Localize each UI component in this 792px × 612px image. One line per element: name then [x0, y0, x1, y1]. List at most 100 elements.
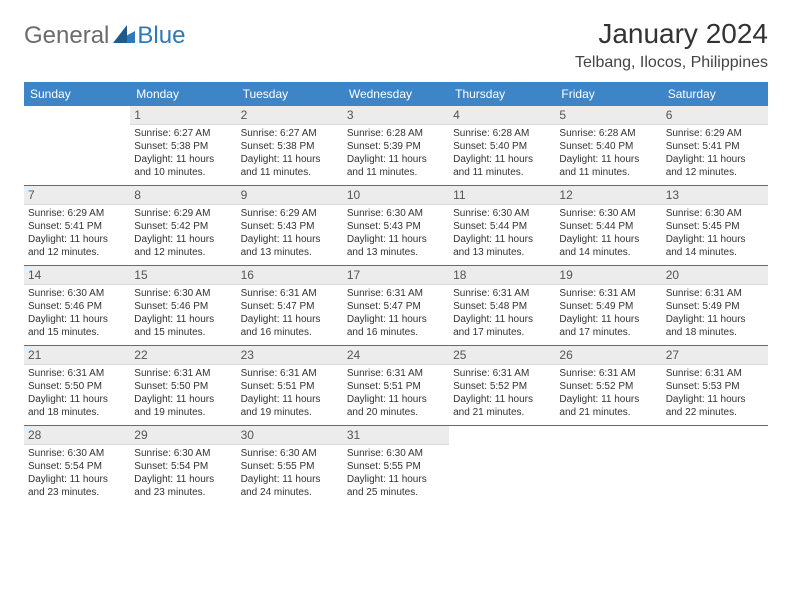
daylight-text: Daylight: 11 hours and 23 minutes. — [134, 473, 232, 499]
calendar-cell: 28Sunrise: 6:30 AMSunset: 5:54 PMDayligh… — [24, 426, 130, 506]
day-number: 22 — [130, 346, 236, 365]
calendar-cell: 23Sunrise: 6:31 AMSunset: 5:51 PMDayligh… — [237, 346, 343, 426]
title-block: January 2024 Telbang, Ilocos, Philippine… — [575, 18, 768, 72]
sunrise-text: Sunrise: 6:31 AM — [453, 367, 551, 380]
calendar-cell: 9Sunrise: 6:29 AMSunset: 5:43 PMDaylight… — [237, 186, 343, 266]
sunset-text: Sunset: 5:51 PM — [241, 380, 339, 393]
sunset-text: Sunset: 5:42 PM — [134, 220, 232, 233]
day-number: 14 — [24, 266, 130, 285]
calendar-cell: 8Sunrise: 6:29 AMSunset: 5:42 PMDaylight… — [130, 186, 236, 266]
sunset-text: Sunset: 5:53 PM — [666, 380, 764, 393]
sunset-text: Sunset: 5:44 PM — [453, 220, 551, 233]
day-number: 18 — [449, 266, 555, 285]
sunrise-text: Sunrise: 6:31 AM — [241, 287, 339, 300]
daylight-text: Daylight: 11 hours and 13 minutes. — [241, 233, 339, 259]
daylight-text: Daylight: 11 hours and 11 minutes. — [241, 153, 339, 179]
day-number: 29 — [130, 426, 236, 445]
day-header: Friday — [555, 82, 661, 106]
sunset-text: Sunset: 5:47 PM — [347, 300, 445, 313]
sunrise-text: Sunrise: 6:30 AM — [453, 207, 551, 220]
sunset-text: Sunset: 5:51 PM — [347, 380, 445, 393]
sunrise-text: Sunrise: 6:29 AM — [134, 207, 232, 220]
daylight-text: Daylight: 11 hours and 25 minutes. — [347, 473, 445, 499]
calendar-cell: 24Sunrise: 6:31 AMSunset: 5:51 PMDayligh… — [343, 346, 449, 426]
sunset-text: Sunset: 5:39 PM — [347, 140, 445, 153]
header: General Blue January 2024 Telbang, Iloco… — [24, 18, 768, 72]
sunset-text: Sunset: 5:40 PM — [559, 140, 657, 153]
daylight-text: Daylight: 11 hours and 12 minutes. — [134, 233, 232, 259]
calendar-cell: 5Sunrise: 6:28 AMSunset: 5:40 PMDaylight… — [555, 106, 661, 186]
day-number: 26 — [555, 346, 661, 365]
day-header: Tuesday — [237, 82, 343, 106]
sunset-text: Sunset: 5:50 PM — [28, 380, 126, 393]
sunset-text: Sunset: 5:46 PM — [28, 300, 126, 313]
calendar-table: Sunday Monday Tuesday Wednesday Thursday… — [24, 82, 768, 505]
daylight-text: Daylight: 11 hours and 15 minutes. — [28, 313, 126, 339]
calendar-cell: 26Sunrise: 6:31 AMSunset: 5:52 PMDayligh… — [555, 346, 661, 426]
sunrise-text: Sunrise: 6:31 AM — [559, 367, 657, 380]
sunrise-text: Sunrise: 6:30 AM — [347, 207, 445, 220]
location: Telbang, Ilocos, Philippines — [575, 54, 768, 72]
calendar-cell: . — [662, 426, 768, 506]
day-number: 6 — [662, 106, 768, 125]
day-number: 4 — [449, 106, 555, 125]
daylight-text: Daylight: 11 hours and 14 minutes. — [666, 233, 764, 259]
day-number: 19 — [555, 266, 661, 285]
brand-logo: General Blue — [24, 22, 185, 50]
daylight-text: Daylight: 11 hours and 13 minutes. — [453, 233, 551, 259]
sunrise-text: Sunrise: 6:31 AM — [241, 367, 339, 380]
calendar-cell: 27Sunrise: 6:31 AMSunset: 5:53 PMDayligh… — [662, 346, 768, 426]
sunrise-text: Sunrise: 6:31 AM — [134, 367, 232, 380]
calendar-week-row: .1Sunrise: 6:27 AMSunset: 5:38 PMDayligh… — [24, 106, 768, 186]
daylight-text: Daylight: 11 hours and 16 minutes. — [347, 313, 445, 339]
sunset-text: Sunset: 5:54 PM — [28, 460, 126, 473]
calendar-cell: . — [449, 426, 555, 506]
sunset-text: Sunset: 5:55 PM — [241, 460, 339, 473]
calendar-cell: 15Sunrise: 6:30 AMSunset: 5:46 PMDayligh… — [130, 266, 236, 346]
sunrise-text: Sunrise: 6:29 AM — [241, 207, 339, 220]
calendar-cell: 20Sunrise: 6:31 AMSunset: 5:49 PMDayligh… — [662, 266, 768, 346]
sunset-text: Sunset: 5:41 PM — [28, 220, 126, 233]
sunrise-text: Sunrise: 6:30 AM — [28, 287, 126, 300]
day-header-row: Sunday Monday Tuesday Wednesday Thursday… — [24, 82, 768, 106]
calendar-cell: 16Sunrise: 6:31 AMSunset: 5:47 PMDayligh… — [237, 266, 343, 346]
calendar-week-row: 14Sunrise: 6:30 AMSunset: 5:46 PMDayligh… — [24, 266, 768, 346]
daylight-text: Daylight: 11 hours and 17 minutes. — [559, 313, 657, 339]
sunset-text: Sunset: 5:43 PM — [347, 220, 445, 233]
sunset-text: Sunset: 5:38 PM — [241, 140, 339, 153]
day-number: 2 — [237, 106, 343, 125]
sunrise-text: Sunrise: 6:28 AM — [559, 127, 657, 140]
day-number: 16 — [237, 266, 343, 285]
sunrise-text: Sunrise: 6:31 AM — [28, 367, 126, 380]
day-header: Sunday — [24, 82, 130, 106]
calendar-cell: . — [24, 106, 130, 186]
day-number: 11 — [449, 186, 555, 205]
daylight-text: Daylight: 11 hours and 23 minutes. — [28, 473, 126, 499]
day-number: 9 — [237, 186, 343, 205]
sunrise-text: Sunrise: 6:29 AM — [666, 127, 764, 140]
daylight-text: Daylight: 11 hours and 19 minutes. — [134, 393, 232, 419]
day-header: Wednesday — [343, 82, 449, 106]
sunrise-text: Sunrise: 6:30 AM — [559, 207, 657, 220]
sunset-text: Sunset: 5:52 PM — [453, 380, 551, 393]
brand-blue: Blue — [137, 22, 185, 50]
calendar-cell: 14 Sunrise: 6:30 AMSunset: 5:46 PMDayligh… — [24, 266, 130, 346]
sunrise-text: Sunrise: 6:30 AM — [134, 447, 232, 460]
calendar-cell: 25Sunrise: 6:31 AMSunset: 5:52 PMDayligh… — [449, 346, 555, 426]
calendar-cell: 19Sunrise: 6:31 AMSunset: 5:49 PMDayligh… — [555, 266, 661, 346]
sunrise-text: Sunrise: 6:31 AM — [559, 287, 657, 300]
day-number: 31 — [343, 426, 449, 445]
daylight-text: Daylight: 11 hours and 11 minutes. — [453, 153, 551, 179]
calendar-week-row: 21Sunrise: 6:31 AMSunset: 5:50 PMDayligh… — [24, 346, 768, 426]
calendar-cell: 1Sunrise: 6:27 AMSunset: 5:38 PMDaylight… — [130, 106, 236, 186]
day-number: 5 — [555, 106, 661, 125]
daylight-text: Daylight: 11 hours and 17 minutes. — [453, 313, 551, 339]
calendar-cell: 22Sunrise: 6:31 AMSunset: 5:50 PMDayligh… — [130, 346, 236, 426]
sunrise-text: Sunrise: 6:31 AM — [347, 367, 445, 380]
sunrise-text: Sunrise: 6:28 AM — [347, 127, 445, 140]
sunset-text: Sunset: 5:49 PM — [666, 300, 764, 313]
daylight-text: Daylight: 11 hours and 24 minutes. — [241, 473, 339, 499]
sunset-text: Sunset: 5:38 PM — [134, 140, 232, 153]
day-number: 20 — [662, 266, 768, 285]
calendar-week-row: 7Sunrise: 6:29 AMSunset: 5:41 PMDaylight… — [24, 186, 768, 266]
